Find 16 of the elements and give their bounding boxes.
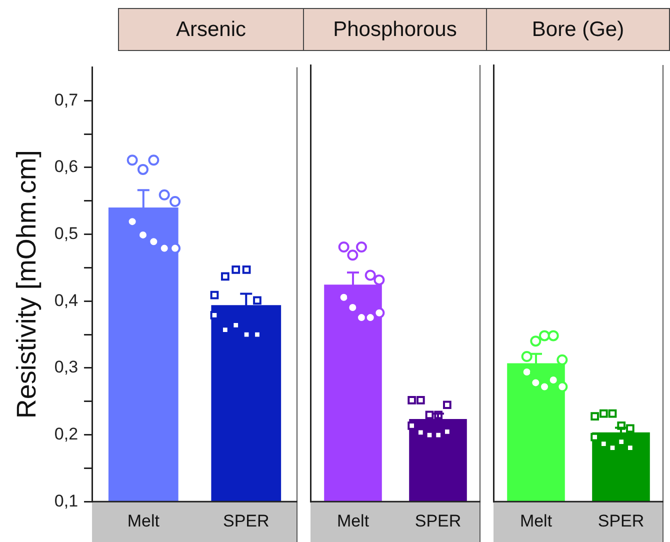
y-tick-label: 0,7 bbox=[54, 90, 78, 110]
y-tick-label: 0,5 bbox=[54, 224, 78, 243]
x-tick-label: Melt bbox=[127, 511, 160, 530]
x-tick-label: Melt bbox=[336, 511, 370, 530]
x-tick-label: SPER bbox=[598, 511, 644, 530]
y-tick-label: 0,4 bbox=[54, 290, 78, 310]
x-tick-label: SPER bbox=[222, 511, 270, 530]
y-tick-label: 0,1 bbox=[54, 491, 78, 510]
chart-title: Phosphorous bbox=[304, 8, 487, 51]
y-tick-label: 0,6 bbox=[54, 157, 78, 176]
chart-title: Arsenic bbox=[118, 8, 304, 51]
y-tick-label: 0,3 bbox=[54, 358, 78, 377]
x-tick-label: SPER bbox=[414, 511, 462, 530]
y-tick-label: 0,2 bbox=[54, 424, 78, 444]
x-tick-label: Melt bbox=[520, 511, 552, 530]
y-axis-title: Resistivity [mOhm.cm] bbox=[12, 150, 42, 419]
